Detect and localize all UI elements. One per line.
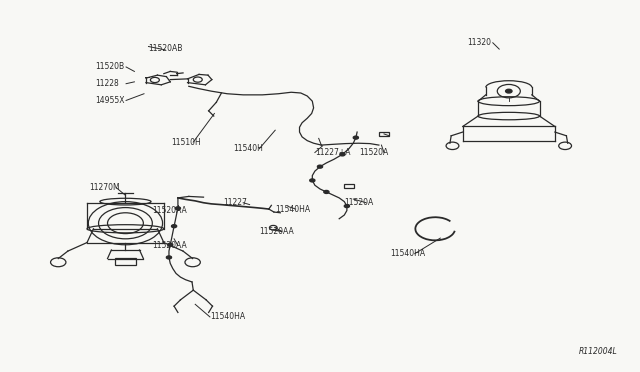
Circle shape: [317, 165, 323, 168]
Circle shape: [175, 207, 180, 210]
Circle shape: [166, 256, 172, 259]
Circle shape: [310, 179, 315, 182]
Text: 11320: 11320: [467, 38, 492, 47]
Text: 11540HA: 11540HA: [275, 205, 310, 214]
Bar: [115, 258, 136, 265]
Text: 11520AA: 11520AA: [152, 241, 187, 250]
Text: 11520AB: 11520AB: [148, 44, 183, 53]
Text: 11520AA: 11520AA: [259, 227, 294, 236]
Circle shape: [340, 153, 345, 156]
Circle shape: [168, 243, 173, 246]
Text: 11540H: 11540H: [234, 144, 264, 153]
Text: 11520A: 11520A: [360, 148, 389, 157]
Text: 11227+A: 11227+A: [315, 148, 350, 157]
Bar: [379, 132, 389, 136]
Text: 11228: 11228: [95, 79, 118, 88]
Text: 11270M: 11270M: [90, 183, 120, 192]
Bar: [344, 184, 354, 188]
Circle shape: [344, 205, 349, 208]
Text: 11520A: 11520A: [344, 198, 374, 207]
Circle shape: [324, 190, 329, 193]
Circle shape: [172, 225, 177, 228]
Text: R112004L: R112004L: [579, 347, 618, 356]
Circle shape: [353, 136, 358, 139]
Circle shape: [506, 89, 512, 93]
Text: 11540HA: 11540HA: [210, 312, 245, 321]
Text: 11520B: 11520B: [95, 62, 124, 71]
Text: 11520AA: 11520AA: [152, 206, 187, 215]
Text: 11510H: 11510H: [172, 138, 201, 147]
Text: 11227: 11227: [223, 198, 246, 207]
Text: 11540HA: 11540HA: [390, 249, 426, 258]
Text: 14955X: 14955X: [95, 96, 124, 105]
